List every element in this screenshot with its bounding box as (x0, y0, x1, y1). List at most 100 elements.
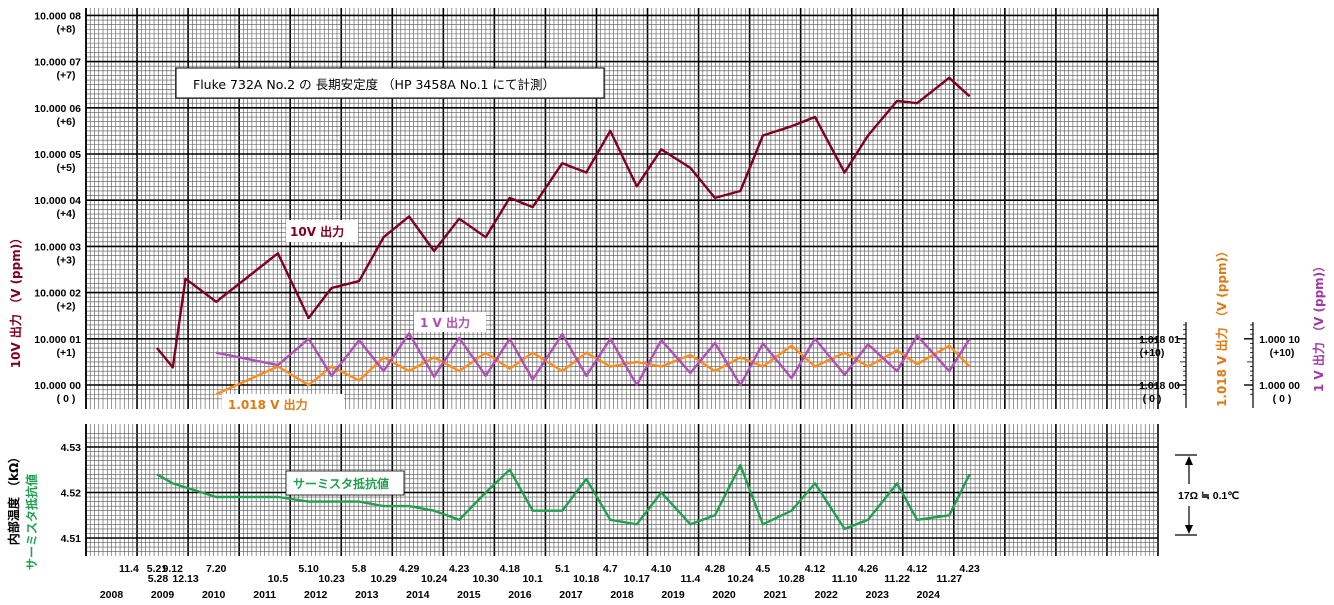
x-date-label: 10.1 (522, 573, 543, 585)
range-annotation: 17Ω ≒ 0.1℃ (1175, 454, 1239, 536)
label-1v-bg (414, 312, 486, 332)
y-axis-label-temp: 内部温度 （kΩ） (6, 451, 21, 545)
x-year-label: 2021 (763, 589, 787, 601)
right-tick-sublabel: ( 0 ) (1273, 393, 1292, 405)
x-date-label: 10.28 (778, 573, 804, 585)
grid (85, 8, 1254, 556)
x-year-label: 2018 (610, 589, 634, 601)
chart-title: Fluke 732A No.2 の 長期安定度 （HP 3458A No.1 に… (193, 77, 555, 92)
y-tick-label: 10.000 08 (34, 10, 81, 22)
x-date-label: 10.24 (421, 573, 447, 585)
x-year-label: 2009 (151, 589, 175, 601)
label-10v: 10V 出力 (290, 224, 344, 239)
y-tick-sublabel: (+5) (57, 162, 76, 174)
y-axis-label-1018v: 1.018 V 出力 （V (ppm)） (1214, 245, 1229, 407)
y-tick-label: 10.000 03 (34, 241, 81, 253)
x-year-label: 2017 (559, 589, 583, 601)
series-1018v-line (215, 344, 971, 396)
x-date-label: 4.5 (756, 563, 771, 575)
label-1v: 1 V 出力 (420, 315, 470, 330)
y-tick-sublabel: (+3) (57, 254, 76, 266)
label-thermistor: サーミスタ抵抗値 (293, 476, 389, 491)
x-date-label: 11.10 (832, 573, 858, 585)
y-tick-sublabel: ( 0 ) (57, 393, 76, 405)
y-tick-label: 10.000 01 (34, 334, 81, 346)
x-date-label: 4.12 (805, 563, 826, 575)
x-date-label: 11.27 (936, 573, 962, 585)
x-year-label: 2013 (355, 589, 379, 601)
label-1018v: 1.018 V 出力 (228, 397, 308, 412)
right-tick-label: 1.000 10 (1259, 334, 1300, 346)
x-date-label: 10.24 (727, 573, 753, 585)
x-date-label: 5.28 (148, 573, 169, 585)
y-tick-label: 4.52 (61, 488, 82, 500)
x-date-label: 7.20 (206, 563, 227, 575)
x-year-label: 2012 (304, 589, 328, 601)
y-axis-label-thermistor: サーミスタ抵抗値 (24, 474, 39, 570)
x-year-label: 2008 (100, 589, 124, 601)
x-date-label: 4.29 (399, 563, 420, 575)
x-date-label: 10.17 (624, 573, 650, 585)
arrow-up-icon (1185, 456, 1193, 465)
x-date-label: 5.21 (147, 563, 168, 575)
y-tick-sublabel: (+1) (57, 347, 76, 359)
mid-tick-sublabel: ( 0 ) (1143, 393, 1162, 405)
y-tick-label: 10.000 04 (34, 195, 81, 207)
label-thermistor-box (285, 470, 405, 496)
x-year-label: 2022 (815, 589, 839, 601)
x-year-label: 2023 (866, 589, 890, 601)
x-year-label: 2014 (406, 589, 430, 601)
x-year-label: 2016 (508, 589, 532, 601)
x-date-label: 10.23 (318, 573, 344, 585)
y-tick-label: 10.000 06 (34, 103, 81, 115)
x-year-label: 2011 (253, 589, 276, 601)
x-date-label: 9.12 (163, 563, 184, 575)
y-tick-label: 10.000 05 (34, 149, 81, 161)
arrow-down-icon (1185, 525, 1193, 534)
x-date-label: 4.23 (959, 563, 980, 575)
x-date-label: 5.8 (352, 563, 367, 575)
x-date-label: 4.18 (499, 563, 520, 575)
x-date-label: 4.10 (651, 563, 672, 575)
series-thermistor-line (156, 464, 971, 531)
range-annotation-text: 17Ω ≒ 0.1℃ (1178, 490, 1239, 502)
y-tick-sublabel: (+4) (57, 208, 76, 220)
mid-tick-label: 1.018 01 (1139, 334, 1180, 346)
label-1018v-bg (222, 394, 344, 414)
y-axis-label-1v: 1 V 出力 （V (ppm)） (1311, 260, 1326, 392)
x-date-label: 4.28 (705, 563, 726, 575)
x-date-label: 10.30 (473, 573, 499, 585)
series-lines (156, 76, 971, 531)
y-tick-label: 10.000 02 (34, 288, 81, 300)
right-tick-sublabel: (+10) (1270, 347, 1295, 359)
x-date-label: 4.7 (603, 563, 618, 575)
y-tick-sublabel: (+6) (57, 116, 76, 128)
y-axis-label-10v: 10V 出力 （V (ppm)） (8, 232, 23, 368)
y-tick-sublabel: (+7) (57, 70, 76, 82)
x-date-label: 4.26 (858, 563, 879, 575)
series-1v-line (215, 332, 971, 387)
series-10v-line (156, 76, 971, 369)
x-date-label: 4.12 (907, 563, 928, 575)
y-tick-label: 4.53 (61, 442, 82, 454)
x-date-label: 11.4 (680, 573, 700, 585)
y-tick-sublabel: (+8) (57, 23, 76, 35)
x-year-label: 2019 (661, 589, 685, 601)
label-10v-bg (286, 220, 358, 242)
x-year-label: 2024 (917, 589, 941, 601)
y-tick-label: 4.51 (61, 533, 82, 545)
x-date-label: 10.5 (268, 573, 289, 585)
tick-labels: 10.000 00( 0 )10.000 01(+1)10.000 02(+2)… (34, 10, 1300, 601)
x-date-label: 11.22 (884, 573, 910, 585)
y-tick-label: 10.000 00 (34, 380, 81, 392)
right-tick-label: 1.000 00 (1259, 380, 1300, 392)
x-date-label: 12.13 (172, 573, 198, 585)
title-box (175, 67, 605, 99)
y-tick-sublabel: (+2) (57, 301, 76, 313)
x-date-label: 11.4 (119, 563, 139, 575)
x-date-label: 5.10 (298, 563, 319, 575)
x-date-label: 10.18 (573, 573, 599, 585)
x-date-label: 10.29 (370, 573, 396, 585)
x-year-label: 2010 (202, 589, 226, 601)
mid-tick-sublabel: (+10) (1140, 347, 1165, 359)
